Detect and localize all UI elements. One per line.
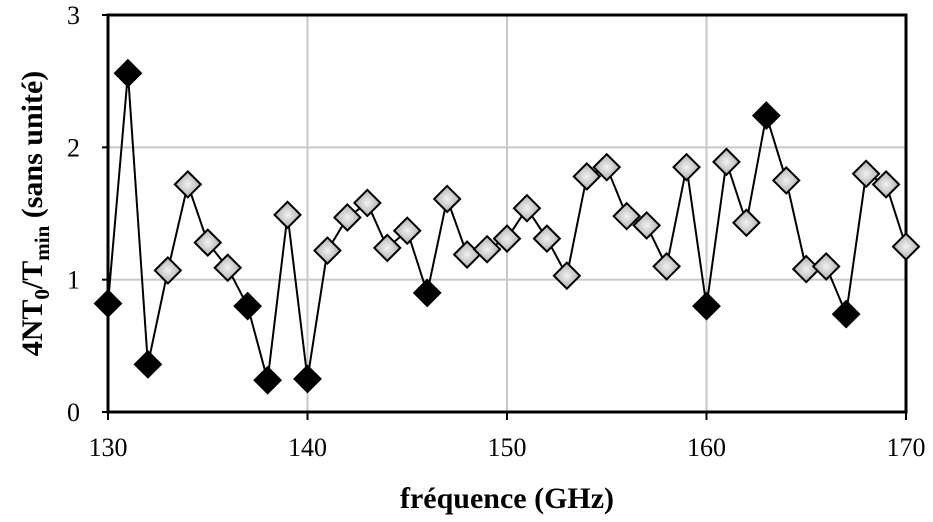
data-point-dark	[253, 365, 283, 395]
x-tick-label: 140	[288, 433, 327, 462]
y-axis-title-part: /T	[16, 261, 49, 290]
data-point-light	[173, 169, 203, 199]
y-axis-title-part: (sans unité)	[16, 71, 49, 226]
axis-ticks: 130 140 150 160 170 0 1 2 3	[67, 1, 926, 462]
data-point-light	[652, 252, 682, 281]
data-point-dark	[93, 289, 123, 318]
data-point-light	[592, 152, 622, 182]
data-point-dark	[751, 101, 781, 130]
data-point-dark	[233, 291, 263, 321]
data-point-light	[811, 252, 841, 281]
y-tick-label: 3	[67, 1, 80, 30]
y-tick-label: 0	[67, 398, 80, 427]
data-point-light	[632, 210, 662, 240]
data-point-dark	[412, 278, 442, 308]
data-point-light	[572, 162, 602, 191]
data-point-light	[552, 261, 582, 291]
data-point-light	[851, 159, 881, 189]
gridlines	[107, 14, 907, 413]
data-point-light	[332, 203, 362, 232]
data-point-dark	[293, 364, 322, 394]
y-axis-title-part: min	[30, 225, 54, 260]
y-axis-title-part: 4NT	[16, 300, 49, 357]
y-axis-title: 4NT0/Tmin (sans unité)	[16, 71, 54, 357]
data-point-light	[672, 152, 701, 182]
y-axis-title-part: 0	[30, 289, 54, 300]
data-point-light	[452, 240, 482, 269]
data-point-light	[193, 228, 223, 258]
data-point-light	[771, 166, 801, 195]
data-point-light	[512, 193, 542, 223]
data-point-light	[532, 224, 562, 254]
data-point-light	[472, 234, 502, 264]
x-tick-label: 160	[687, 433, 726, 462]
data-point-dark	[831, 299, 861, 329]
data-point-light	[313, 236, 342, 265]
data-point-light	[432, 184, 462, 214]
data-point-light	[352, 188, 382, 218]
data-point-light	[712, 147, 741, 177]
data-point-light	[213, 253, 243, 283]
data-point-light	[612, 201, 642, 231]
y-tick-label: 2	[67, 133, 80, 162]
x-tick-label: 130	[89, 433, 128, 462]
y-tick-label: 1	[67, 266, 80, 295]
data-point-light	[392, 216, 422, 246]
data-point-dark	[692, 291, 721, 321]
x-tick-label: 150	[488, 433, 527, 462]
data-point-light	[153, 255, 183, 285]
x-axis-title: fréquence (GHz)	[400, 482, 614, 515]
data-point-light	[731, 208, 761, 238]
data-point-light	[492, 224, 522, 254]
data-point-light	[372, 233, 402, 263]
data-markers	[93, 58, 921, 395]
data-point-light	[891, 232, 921, 261]
x-tick-label: 170	[887, 433, 926, 462]
data-point-light	[273, 200, 302, 230]
data-point-light	[871, 169, 901, 199]
data-point-dark	[133, 349, 163, 379]
data-point-dark	[113, 58, 143, 88]
